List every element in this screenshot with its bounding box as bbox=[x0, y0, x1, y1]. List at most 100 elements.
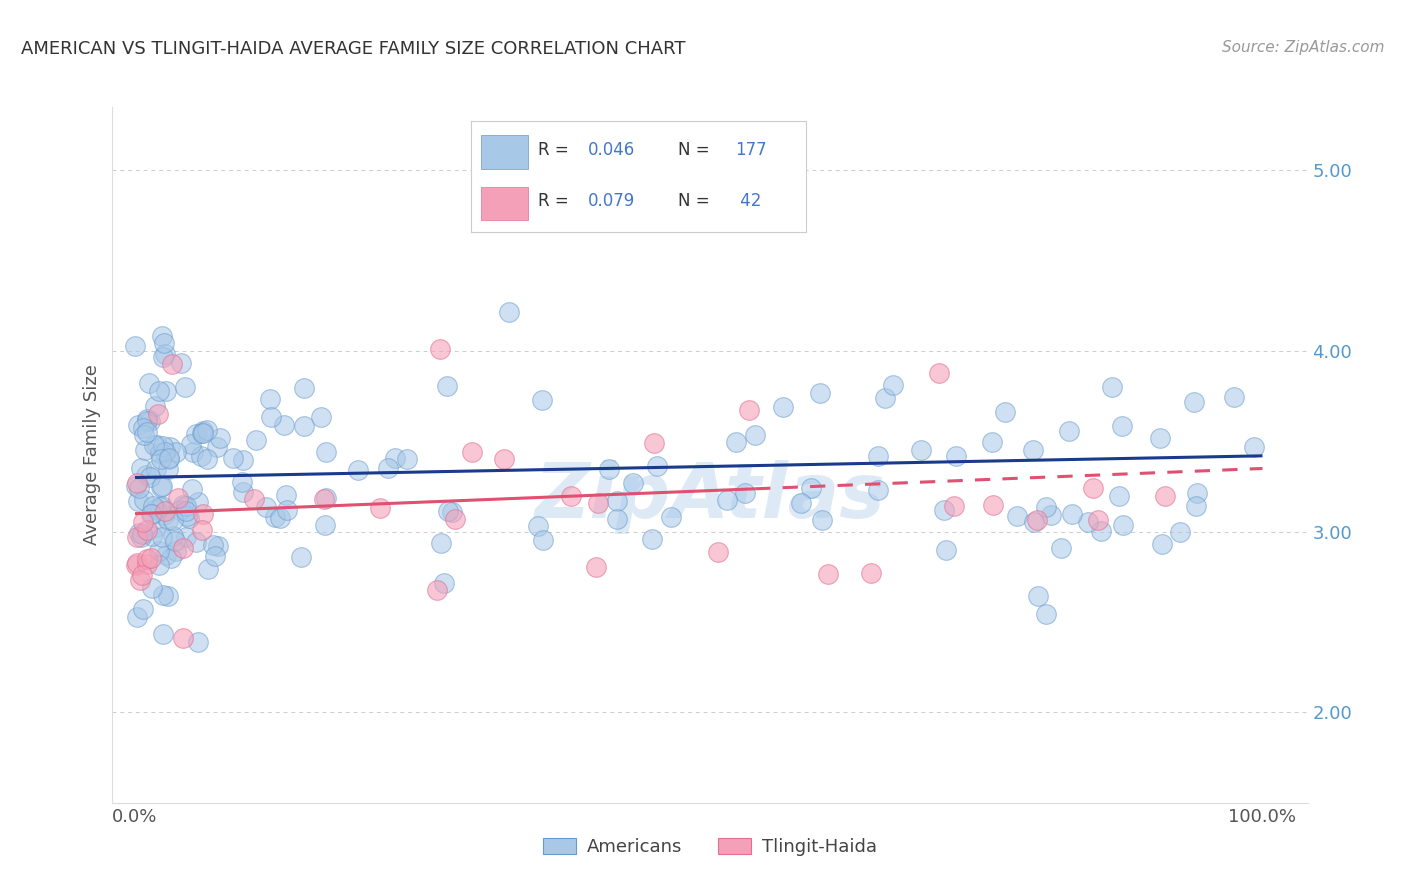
Point bbox=[174, 500, 197, 514]
Point bbox=[232, 484, 254, 499]
Point bbox=[498, 304, 520, 318]
Point bbox=[204, 549, 226, 564]
Point bbox=[789, 496, 811, 510]
Point bbox=[1087, 513, 1109, 527]
Point bbox=[141, 551, 163, 566]
Point bbox=[290, 550, 312, 565]
Point bbox=[141, 581, 163, 595]
Point bbox=[205, 440, 228, 454]
Point bbox=[195, 451, 218, 466]
Point bbox=[945, 449, 967, 463]
Point bbox=[162, 513, 184, 527]
Point bbox=[1035, 500, 1057, 514]
Point bbox=[191, 426, 214, 441]
Point bbox=[170, 356, 193, 370]
Point bbox=[138, 470, 160, 484]
Point bbox=[135, 411, 157, 425]
Point bbox=[136, 557, 159, 571]
Point bbox=[598, 462, 620, 476]
Text: ZipAtlas: ZipAtlas bbox=[534, 459, 886, 533]
Point bbox=[128, 481, 150, 495]
Point bbox=[530, 392, 553, 407]
Point bbox=[1184, 499, 1206, 513]
Point bbox=[145, 438, 167, 452]
Point bbox=[155, 549, 177, 563]
Point bbox=[181, 482, 204, 496]
Point bbox=[621, 475, 644, 490]
Point bbox=[384, 451, 406, 466]
Point bbox=[131, 568, 153, 582]
Point bbox=[148, 407, 170, 421]
Point bbox=[734, 486, 756, 500]
Point bbox=[150, 478, 173, 492]
Point bbox=[269, 511, 291, 525]
Point bbox=[859, 566, 882, 580]
Point bbox=[928, 367, 950, 381]
Point bbox=[1223, 390, 1246, 404]
Point bbox=[245, 433, 267, 447]
Point bbox=[273, 417, 295, 432]
Point bbox=[132, 515, 155, 529]
Point bbox=[174, 380, 197, 394]
Point bbox=[444, 512, 467, 526]
Point bbox=[1150, 537, 1173, 551]
Legend: Americans, Tlingit-Haida: Americans, Tlingit-Haida bbox=[536, 830, 884, 863]
Point bbox=[276, 488, 298, 502]
Point bbox=[981, 435, 1004, 450]
Point bbox=[800, 481, 823, 495]
Point bbox=[1022, 516, 1045, 530]
Point bbox=[176, 509, 198, 524]
Point bbox=[136, 551, 159, 566]
Point bbox=[276, 502, 298, 516]
Point bbox=[143, 438, 166, 452]
Point bbox=[141, 507, 163, 521]
Point bbox=[1149, 431, 1171, 445]
Point bbox=[197, 562, 219, 576]
Point bbox=[165, 534, 187, 549]
Point bbox=[172, 499, 194, 513]
Point bbox=[136, 414, 159, 428]
Point bbox=[152, 627, 174, 641]
Point bbox=[259, 392, 281, 407]
Text: Source: ZipAtlas.com: Source: ZipAtlas.com bbox=[1222, 40, 1385, 55]
Point bbox=[586, 496, 609, 510]
Point bbox=[1112, 517, 1135, 532]
Point bbox=[436, 378, 458, 392]
Point bbox=[152, 439, 174, 453]
Point bbox=[136, 425, 159, 440]
Point bbox=[153, 504, 176, 518]
Point bbox=[430, 536, 453, 550]
Point bbox=[910, 442, 932, 457]
Point bbox=[606, 494, 628, 508]
Point bbox=[1005, 508, 1028, 523]
Point bbox=[264, 510, 287, 524]
Point bbox=[127, 609, 149, 624]
Point bbox=[127, 476, 149, 491]
Point bbox=[160, 551, 183, 566]
Point bbox=[994, 405, 1017, 419]
Point bbox=[744, 428, 766, 442]
Point bbox=[131, 526, 153, 541]
Point bbox=[142, 499, 165, 513]
Point bbox=[125, 556, 148, 570]
Point bbox=[150, 530, 173, 544]
Point bbox=[1022, 443, 1045, 458]
Y-axis label: Average Family Size: Average Family Size bbox=[83, 365, 101, 545]
Point bbox=[641, 532, 664, 546]
Point bbox=[150, 499, 173, 513]
Point bbox=[1035, 607, 1057, 621]
Point bbox=[155, 347, 177, 361]
Point bbox=[135, 468, 157, 483]
Point bbox=[172, 541, 194, 555]
Point bbox=[127, 418, 149, 433]
Point bbox=[817, 567, 839, 582]
Point bbox=[152, 350, 174, 364]
Point bbox=[193, 424, 215, 438]
Point bbox=[531, 533, 554, 547]
Point bbox=[1040, 508, 1063, 523]
Point bbox=[157, 589, 180, 603]
Point bbox=[661, 509, 683, 524]
Point bbox=[243, 492, 266, 507]
Point bbox=[315, 445, 337, 459]
Point bbox=[127, 494, 149, 508]
